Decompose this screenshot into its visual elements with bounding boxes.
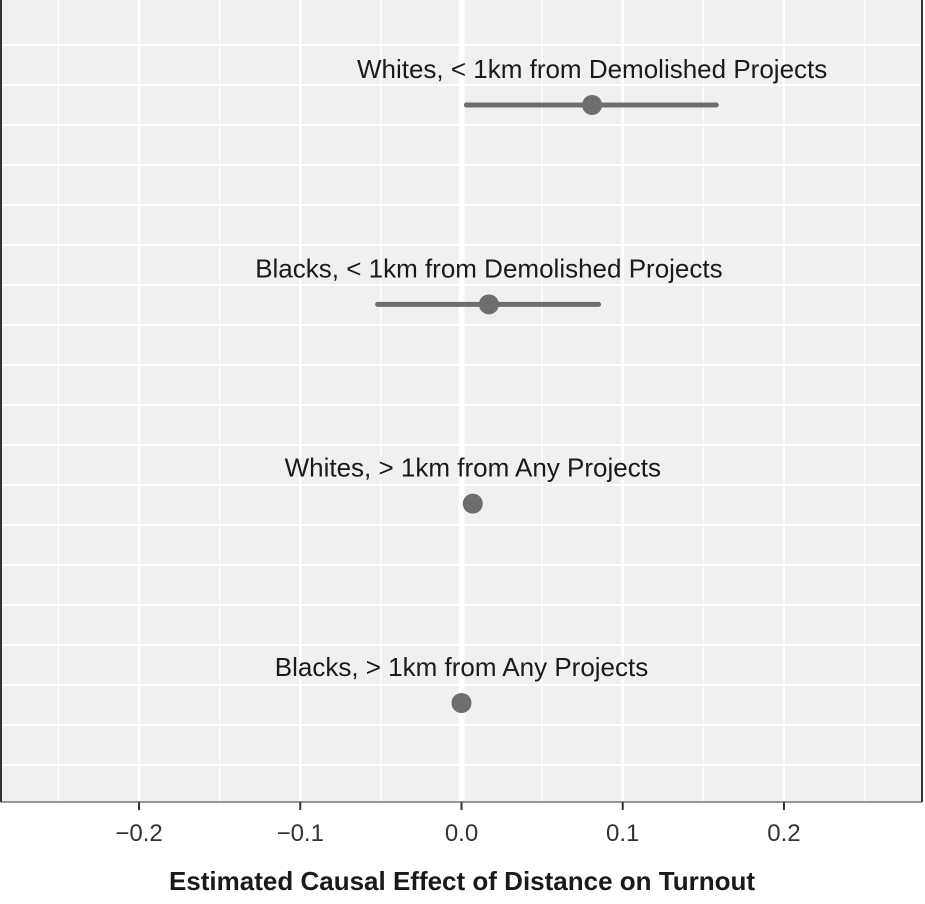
point-label: Whites, > 1km from Any Projects <box>285 453 661 483</box>
x-tick-label: 0.1 <box>606 820 639 847</box>
point-estimate <box>451 693 472 713</box>
x-tick-label: −0.2 <box>115 820 162 847</box>
major-gridlines <box>137 0 786 802</box>
point-label: Blacks, < 1km from Demolished Projects <box>255 253 722 283</box>
point-label: Whites, < 1km from Demolished Projects <box>357 54 827 84</box>
x-tick-label: 0.0 <box>445 820 478 847</box>
x-axis-title: Estimated Causal Effect of Distance on T… <box>169 866 755 896</box>
x-tick-label: −0.1 <box>277 820 324 847</box>
point-estimate <box>582 95 603 115</box>
x-tick-label: 0.2 <box>767 820 800 847</box>
chart-marks: Whites, < 1km from Demolished Projects Bl… <box>255 54 827 713</box>
point-estimate <box>462 493 483 514</box>
axes: −0.2 −0.1 0.0 0.1 0.2 <box>0 0 923 847</box>
point-estimate <box>478 294 499 315</box>
point-label: Blacks, > 1km from Any Projects <box>275 652 649 682</box>
